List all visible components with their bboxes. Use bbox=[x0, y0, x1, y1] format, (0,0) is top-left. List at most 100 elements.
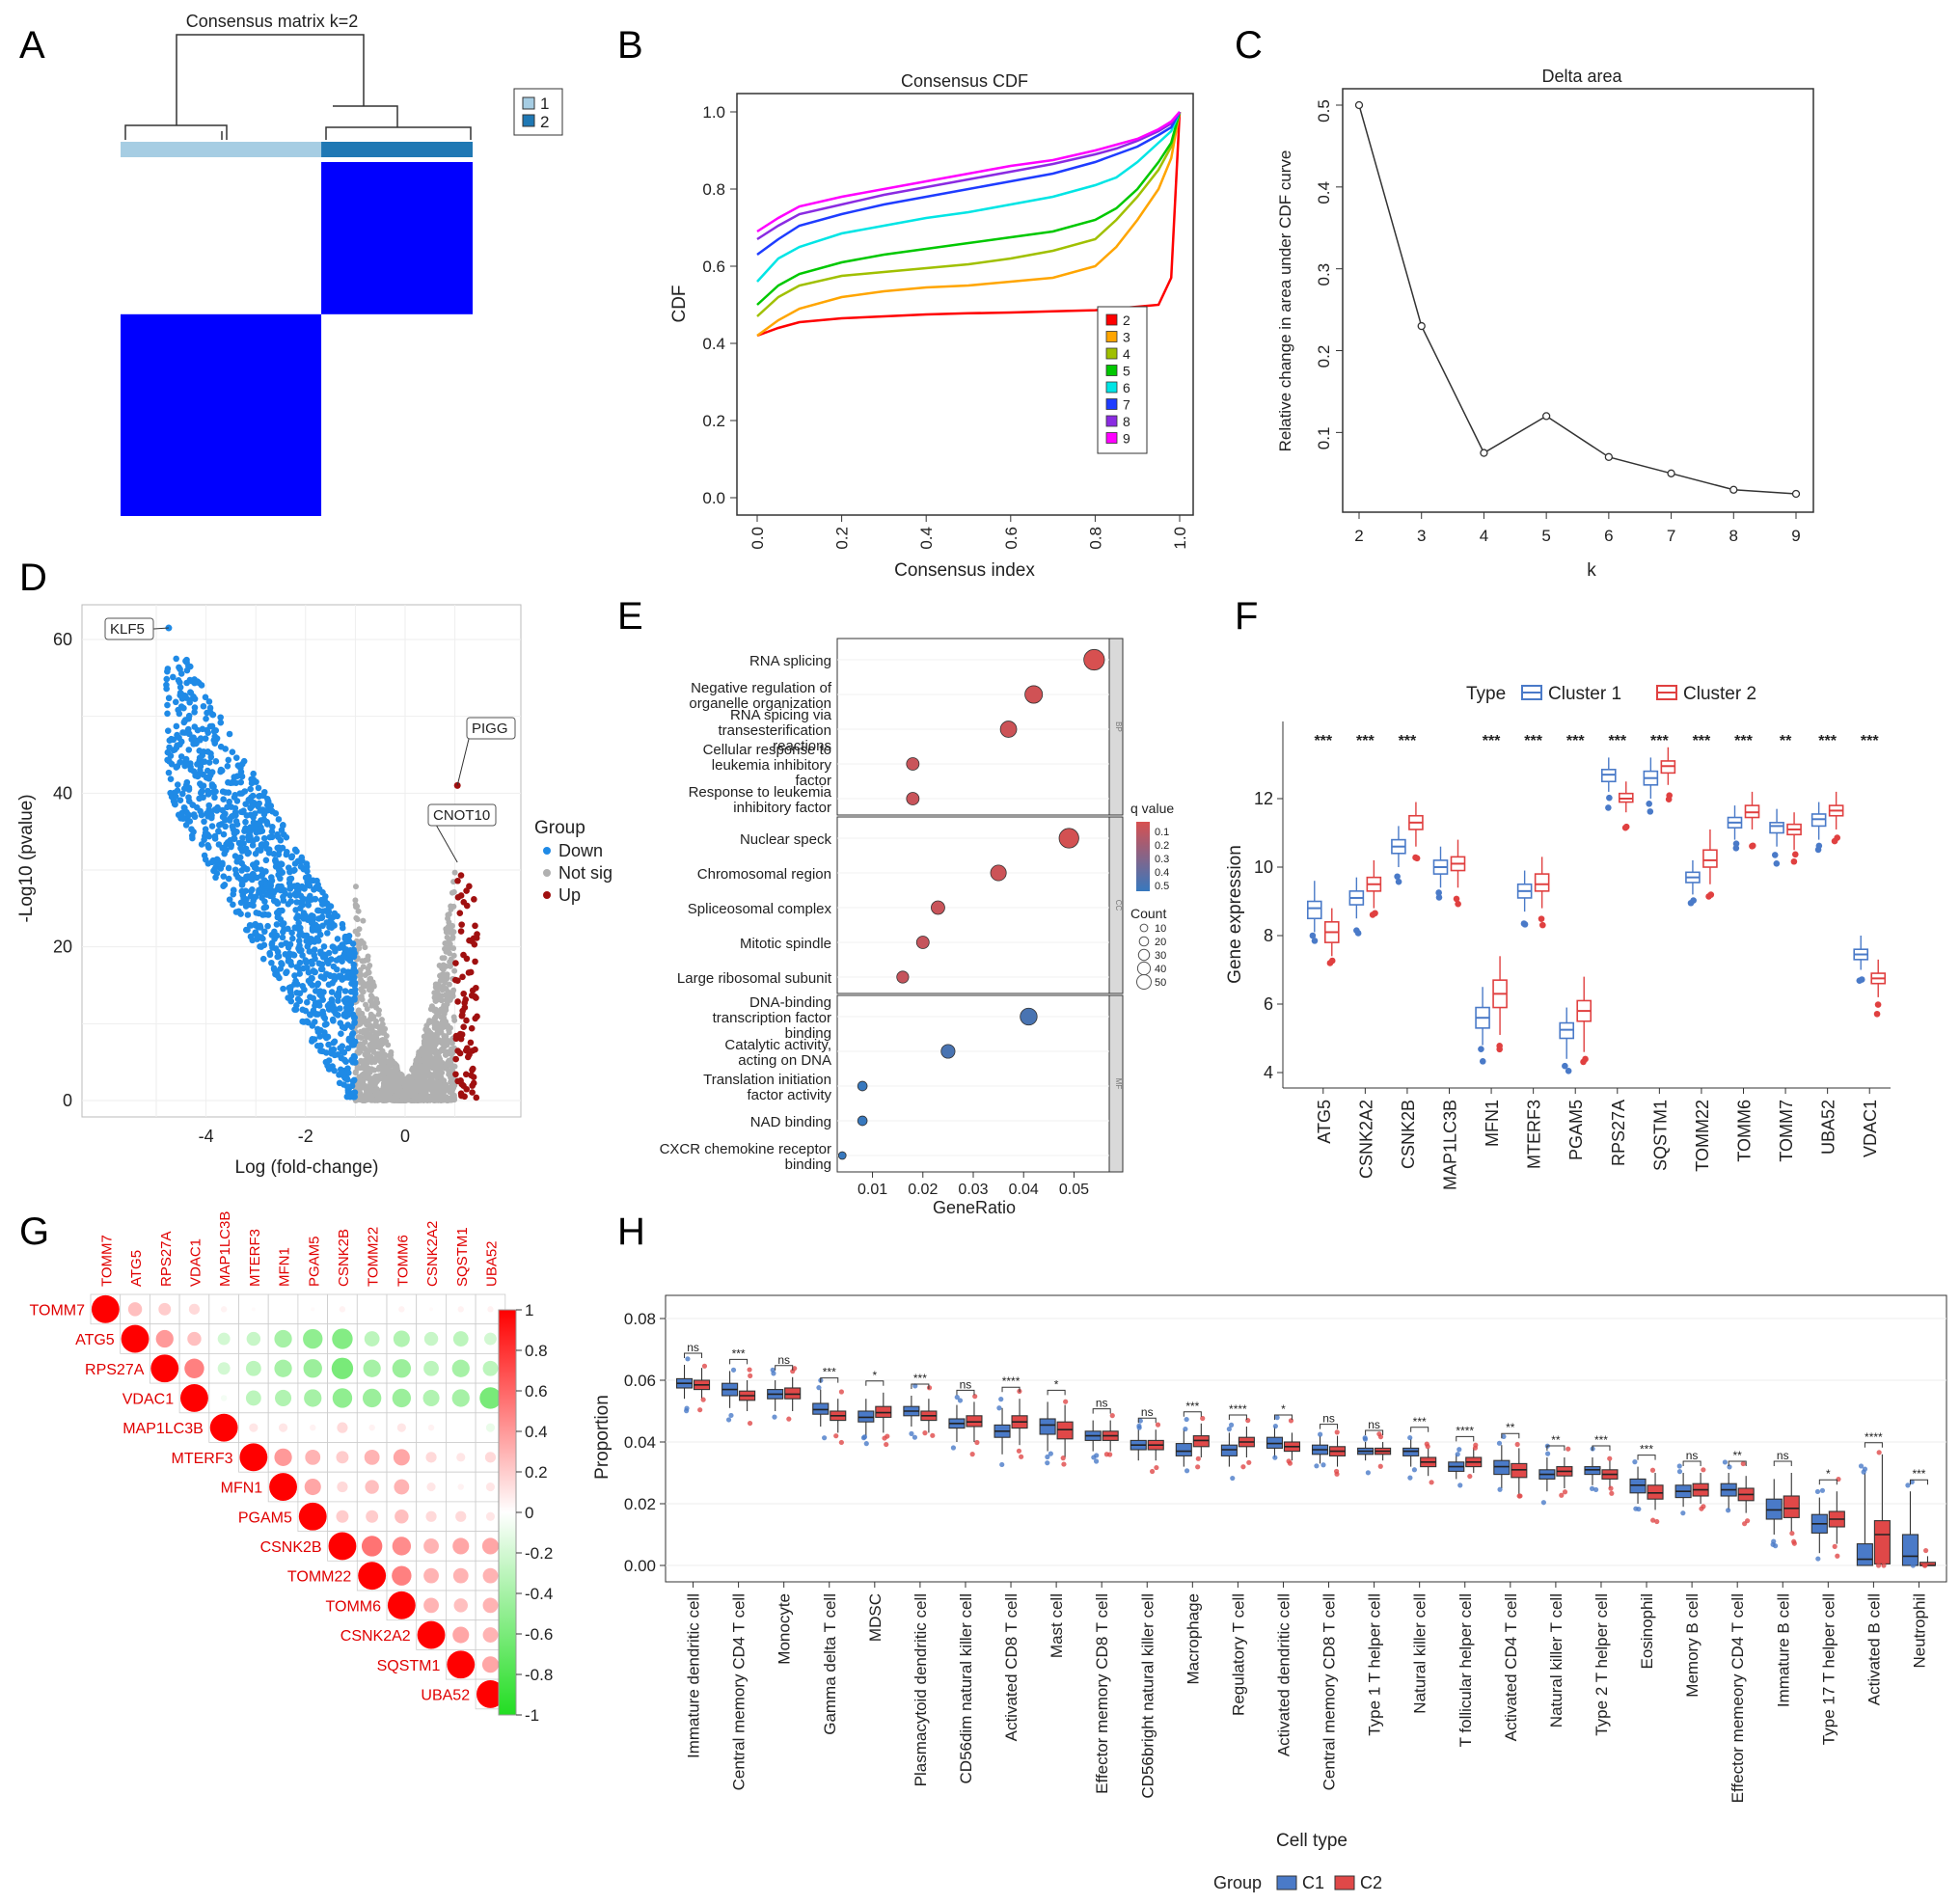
point-down bbox=[324, 1002, 332, 1010]
x-tick-label: 0.2 bbox=[833, 527, 852, 550]
point-down bbox=[349, 970, 356, 977]
correlation-circle bbox=[392, 1537, 412, 1556]
point-not-sig bbox=[432, 1074, 439, 1080]
point-not-sig bbox=[365, 953, 371, 960]
point-down bbox=[340, 1048, 347, 1056]
point-not-sig bbox=[380, 1076, 387, 1083]
x-tick-label: 6 bbox=[1604, 527, 1613, 545]
cluster1-outlier bbox=[1395, 878, 1402, 885]
point-not-sig bbox=[443, 1033, 449, 1040]
term-label: Nuclear speck bbox=[740, 831, 832, 848]
significance-label: * bbox=[1281, 1402, 1286, 1416]
significance-bracket bbox=[865, 1380, 885, 1386]
point-down bbox=[325, 1041, 332, 1048]
correlation-circle bbox=[310, 1424, 316, 1431]
legend-swatch bbox=[1334, 1875, 1355, 1890]
point-down bbox=[260, 834, 268, 842]
point-up bbox=[469, 987, 476, 994]
point-down bbox=[227, 836, 233, 844]
x-tick-label: Monocyte bbox=[776, 1593, 794, 1665]
point-down bbox=[183, 778, 191, 786]
q-tick-label: 0.3 bbox=[1155, 854, 1169, 865]
point-down bbox=[276, 866, 283, 874]
point-down bbox=[207, 810, 214, 817]
c2-point bbox=[1200, 1415, 1206, 1422]
point-down bbox=[345, 1069, 352, 1076]
cluster2-outlier bbox=[1873, 1010, 1881, 1018]
point-not-sig bbox=[449, 889, 455, 896]
point-down bbox=[318, 913, 326, 921]
point-not-sig bbox=[409, 1067, 416, 1074]
x-tick-label: PGAM5 bbox=[1566, 1100, 1586, 1160]
point-down bbox=[262, 857, 270, 864]
point-up bbox=[459, 973, 466, 981]
significance-label: *** bbox=[1861, 733, 1879, 749]
count-tick-label: 50 bbox=[1155, 977, 1166, 989]
term-label: Translation initiation factor activity bbox=[703, 1072, 831, 1103]
q-colorbar bbox=[1136, 822, 1150, 891]
legend-label: Cluster 1 bbox=[1548, 684, 1621, 704]
point-down bbox=[273, 921, 281, 928]
row-label: MTERF3 bbox=[172, 1451, 233, 1467]
point-down bbox=[217, 714, 224, 721]
term-label-line: Spliceosomal complex bbox=[688, 901, 832, 917]
term-label-line: acting on DNA bbox=[738, 1052, 831, 1069]
point-down bbox=[263, 802, 271, 809]
point-up bbox=[452, 1032, 460, 1040]
y-tick-label: 0.4 bbox=[702, 335, 725, 353]
x-tick-label: 0.8 bbox=[1086, 527, 1104, 550]
point-down bbox=[288, 929, 295, 937]
point-down bbox=[278, 960, 285, 966]
point-down bbox=[258, 880, 265, 886]
point-down bbox=[178, 790, 186, 798]
x-tick-label: Plasmacytoid dendritic cell bbox=[912, 1593, 930, 1786]
x-tick-label: MAP1LC3B bbox=[1441, 1100, 1460, 1190]
point-not-sig bbox=[423, 1022, 430, 1029]
point-not-sig bbox=[422, 1044, 428, 1050]
point-down bbox=[286, 876, 293, 883]
x-tick-label: Gamma delta T cell bbox=[821, 1593, 839, 1735]
y-tick-label: 10 bbox=[1254, 857, 1273, 877]
point-down bbox=[305, 873, 313, 881]
point-down bbox=[202, 826, 209, 833]
point-up bbox=[473, 935, 480, 941]
term-label-line: Large ribosomal subunit bbox=[677, 970, 832, 987]
point-down bbox=[165, 769, 173, 776]
point-down bbox=[324, 1033, 332, 1041]
c2-point bbox=[1742, 1521, 1748, 1527]
cdf-line-k7 bbox=[756, 111, 1182, 257]
point-down bbox=[187, 760, 194, 767]
significance-label: **** bbox=[1002, 1374, 1021, 1388]
count-legend-circle bbox=[1139, 923, 1149, 933]
significance-bracket bbox=[1320, 1424, 1339, 1429]
point-down bbox=[283, 968, 290, 975]
point-down bbox=[351, 1014, 358, 1021]
point-not-sig bbox=[450, 1014, 457, 1020]
point-down bbox=[327, 972, 334, 980]
label-box bbox=[427, 803, 497, 827]
term-label-line: RNA spicing via bbox=[730, 707, 832, 723]
y-tick-label: 4 bbox=[1264, 1063, 1273, 1082]
legend-swatch-1 bbox=[522, 96, 535, 110]
significance-label: *** bbox=[1185, 1400, 1199, 1413]
point-down bbox=[219, 788, 227, 796]
point-down bbox=[244, 911, 252, 918]
c2-box bbox=[1873, 1520, 1891, 1564]
point-not-sig bbox=[379, 1020, 386, 1027]
c1-point bbox=[1636, 1506, 1642, 1512]
correlation-circle bbox=[180, 1384, 208, 1412]
panel-label-d: D bbox=[19, 557, 47, 599]
point-not-sig bbox=[360, 917, 367, 924]
point-not-sig bbox=[360, 989, 367, 995]
point-down bbox=[282, 951, 289, 958]
c1-point bbox=[1862, 1466, 1868, 1472]
point-down bbox=[324, 1062, 331, 1070]
x-tick-label: Macrophage bbox=[1184, 1593, 1202, 1685]
cluster2-outlier bbox=[1582, 1055, 1589, 1063]
point-up bbox=[469, 1082, 476, 1089]
point-down bbox=[243, 812, 251, 819]
point-up bbox=[454, 977, 461, 984]
correlation-circle bbox=[245, 1390, 261, 1406]
term-label-line: reactions bbox=[773, 738, 831, 754]
panel-c-delta-area: Delta area 0.1 0.2 0.3 0.4 0.5 2 3 4 5 6 7 8 9 k Relati… bbox=[1276, 67, 1814, 581]
